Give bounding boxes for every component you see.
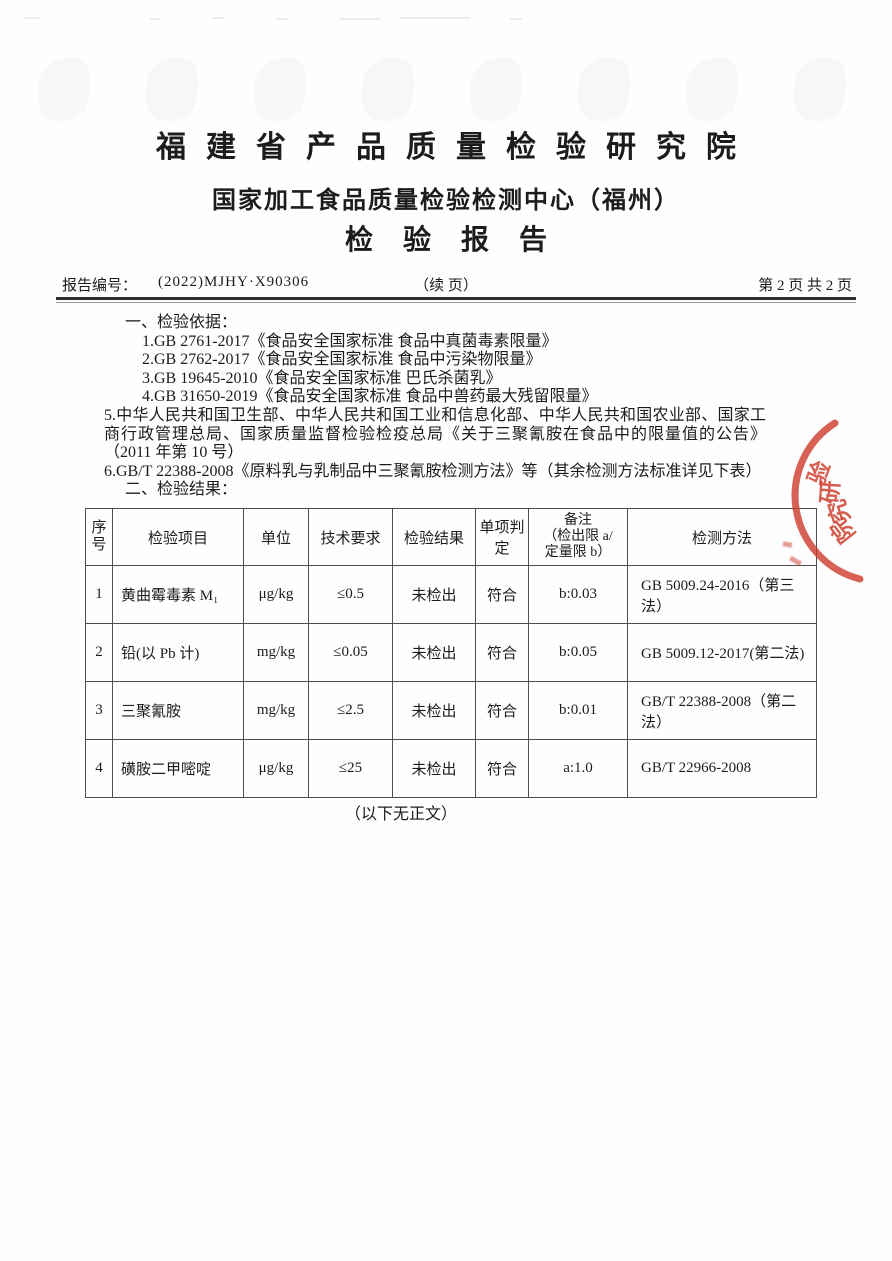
results-heading: 二、检验结果： [125, 481, 238, 499]
basis-item: 6.GB/T 22388-2008《原料乳与乳制品中三聚氰胺检测方法》等（其余检… [104, 462, 762, 480]
watermark-blob [246, 50, 314, 128]
basis-item: 5.中华人民共和国卫生部、中华人民共和国工业和信息化部、中华人民共和国农业部、国… [104, 406, 766, 462]
col-header-remark: 备注 （检出限 a/ 定量限 b） [528, 508, 628, 566]
scan-noise [277, 18, 287, 20]
cell-remark: b:0.03 [528, 565, 628, 624]
institute-title: 福建省产品质量检验研究院 [156, 131, 756, 164]
cell-remark: b:0.01 [528, 681, 628, 740]
col-header-requirement: 技术要求 [308, 508, 393, 566]
cell-requirement: ≤25 [308, 739, 393, 798]
seal-char: 究 [823, 496, 855, 527]
cell-seq: 3 [85, 681, 113, 740]
header-rule [56, 297, 856, 303]
basis-item: 3.GB 19645-2010《食品安全国家标准 巴氏杀菌乳》 [142, 369, 502, 387]
scan-watermark-row [30, 50, 854, 128]
center-title: 国家加工食品质量检验检测中心（福州） [212, 188, 680, 214]
cell-seq: 2 [85, 623, 113, 682]
cell-result: 未检出 [392, 739, 476, 798]
cell-seq: 4 [85, 739, 113, 798]
col-header-method: 检测方法 [627, 508, 817, 566]
cell-result: 未检出 [392, 681, 476, 740]
results-table: 序号 检验项目 单位 技术要求 检验结果 单项判定 备注 （检出限 a/ 定量限… [85, 508, 817, 798]
cell-requirement: ≤0.5 [308, 565, 393, 624]
scan-noise [400, 17, 470, 19]
watermark-blob [354, 50, 422, 128]
cell-item: 磺胺二甲嘧啶 [112, 739, 244, 798]
cell-unit: mg/kg [243, 623, 309, 682]
table-row: 1 黄曲霉毒素 M₁ μg/kg ≤0.5 未检出 符合 b:0.03 GB 5… [85, 565, 817, 624]
col-header-result: 检验结果 [392, 508, 476, 566]
page-note: （续 页） [414, 278, 478, 294]
cell-item: 三聚氰胺 [112, 681, 244, 740]
cell-method: GB/T 22966-2008 [627, 739, 817, 798]
cell-result: 未检出 [392, 623, 476, 682]
col-header-item: 检验项目 [112, 508, 244, 566]
cell-unit: mg/kg [243, 681, 309, 740]
scan-noise [150, 18, 160, 20]
table-header-row: 序号 检验项目 单位 技术要求 检验结果 单项判定 备注 （检出限 a/ 定量限… [85, 508, 817, 566]
cell-unit: μg/kg [243, 739, 309, 798]
cell-requirement: ≤0.05 [308, 623, 393, 682]
cell-judgment: 符合 [475, 623, 529, 682]
footer-note: （以下无正文） [344, 806, 457, 823]
cell-judgment: 符合 [475, 739, 529, 798]
col-header-judgment: 单项判定 [475, 508, 529, 566]
cell-result: 未检出 [392, 565, 476, 624]
col-header-seq: 序号 [85, 508, 113, 566]
cell-unit: μg/kg [243, 565, 309, 624]
page-indicator: 第 2 页 共 2 页 [758, 278, 852, 294]
cell-item: 黄曲霉毒素 M₁ [112, 565, 244, 624]
watermark-blob [462, 50, 530, 128]
basis-item: 4.GB 31650-2019《食品安全国家标准 食品中兽药最大残留限量》 [142, 388, 598, 406]
cell-seq: 1 [85, 565, 113, 624]
watermark-blob [786, 50, 854, 128]
scan-noise [213, 17, 225, 19]
scan-noise [340, 18, 380, 20]
meta-row: （续 页） 报告编号： (2022)MJHY·X90306 第 2 页 共 2 … [0, 274, 892, 296]
seal-char: 院 [826, 513, 860, 548]
cell-judgment: 符合 [475, 681, 529, 740]
report-title: 检验报告 [344, 225, 577, 256]
seal-char: 验 [803, 457, 836, 489]
cell-item: 铅(以 Pb 计) [112, 623, 244, 682]
scan-noise [25, 17, 39, 19]
cell-remark: b:0.05 [528, 623, 628, 682]
watermark-blob [138, 50, 206, 128]
watermark-blob [30, 50, 98, 128]
watermark-blob [570, 50, 638, 128]
cell-method: GB/T 22388-2008（第二法） [627, 681, 817, 740]
table-row: 3 三聚氰胺 mg/kg ≤2.5 未检出 符合 b:0.01 GB/T 223… [85, 681, 817, 740]
cell-judgment: 符合 [475, 565, 529, 624]
basis-item: 1.GB 2761-2017《食品安全国家标准 食品中真菌毒素限量》 [142, 332, 558, 350]
seal-char: 研 [817, 479, 844, 505]
basis-heading: 一、检验依据： [125, 314, 238, 331]
cell-method: GB 5009.12-2017(第二法) [627, 623, 817, 682]
table-row: 2 铅(以 Pb 计) mg/kg ≤0.05 未检出 符合 b:0.05 GB… [85, 623, 817, 682]
cell-requirement: ≤2.5 [308, 681, 393, 740]
cell-method: GB 5009.24-2016（第三法） [627, 565, 817, 624]
col-header-unit: 单位 [243, 508, 309, 566]
report-no-value: (2022)MJHY·X90306 [158, 274, 310, 290]
cell-remark: a:1.0 [528, 739, 628, 798]
scan-noise [510, 18, 522, 20]
watermark-blob [678, 50, 746, 128]
report-body: 一、检验依据： 1.GB 2761-2017《食品安全国家标准 食品中真菌毒素限… [104, 314, 766, 500]
basis-item: 2.GB 2762-2017《食品安全国家标准 食品中污染物限量》 [142, 351, 542, 369]
table-row: 4 磺胺二甲嘧啶 μg/kg ≤25 未检出 符合 a:1.0 GB/T 229… [85, 739, 817, 798]
report-no-label: 报告编号： [62, 278, 138, 294]
